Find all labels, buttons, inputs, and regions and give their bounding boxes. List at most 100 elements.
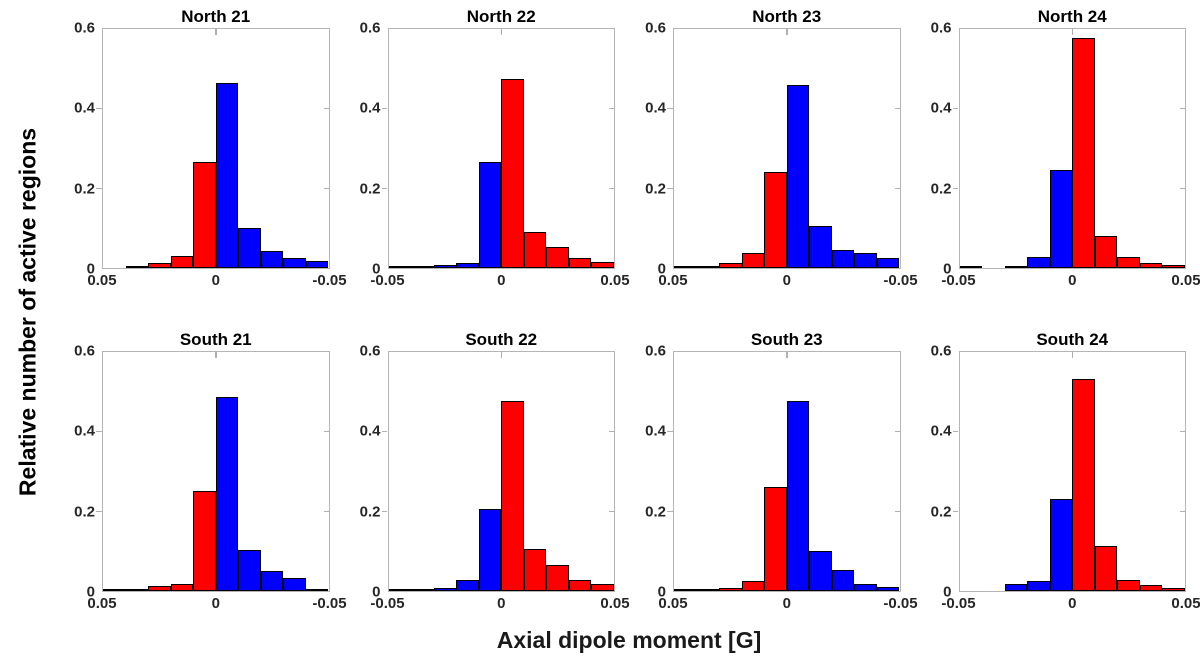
histogram-bar — [125, 589, 149, 591]
axis-tick-mark — [894, 430, 900, 433]
axis-tick-mark — [381, 187, 387, 190]
subplot-title: North 21 — [181, 7, 251, 26]
x-tick-label: 0 — [1068, 595, 1077, 612]
histogram-bar — [1162, 264, 1185, 268]
plot-area — [381, 351, 615, 592]
y-tick-labels: 0 0.2 0.4 0.6 — [629, 20, 673, 278]
histogram-bar — [674, 589, 697, 591]
y-tick-label: 0.4 — [645, 422, 666, 440]
plot-area — [381, 28, 615, 269]
histogram-bar — [283, 577, 306, 591]
subplot-title: North 23 — [752, 7, 822, 26]
subplot-title: South 24 — [1036, 330, 1109, 349]
y-tick-label: 0.2 — [930, 503, 952, 521]
histogram-bar — [260, 571, 284, 591]
histogram-bar — [433, 588, 457, 591]
histogram-bar — [741, 581, 765, 591]
histogram-bar — [411, 266, 434, 268]
y-tick-labels: 0 0.2 0.4 0.6 — [344, 343, 388, 601]
histogram-bar — [1049, 498, 1073, 591]
histogram-bar — [411, 589, 434, 591]
x-tick-labels: -0.05 0 0.05 — [941, 269, 1200, 295]
x-tick-label: -0.05 — [941, 272, 976, 289]
histogram-bar — [388, 589, 412, 591]
x-tick-label: 0 — [497, 595, 506, 612]
x-tick-label: 0 — [782, 595, 791, 612]
subplot-south-22: South 22 0 0.2 0.4 0.6 -0.05 0 0.05 — [344, 329, 630, 618]
axis-tick-mark — [96, 107, 102, 110]
histogram-bar — [260, 251, 284, 268]
histogram-bar — [1117, 579, 1140, 591]
histogram-bar — [1004, 266, 1028, 268]
histogram-bar — [523, 549, 547, 591]
axis-tick-mark — [952, 107, 958, 110]
histogram-bar — [1094, 546, 1118, 591]
histogram-bar — [831, 250, 855, 268]
axis-tick-mark — [381, 107, 387, 110]
y-tick-label: 0.4 — [645, 99, 666, 117]
x-tick-label: 0 — [211, 595, 220, 612]
histogram-bar — [696, 589, 720, 591]
subplot-north-21: North 21 0 0.2 0.4 0.6 0.05 0 -0.05 — [58, 6, 346, 295]
axis-tick-mark — [894, 187, 900, 190]
histogram-bar — [719, 587, 742, 591]
y-tick-labels: 0 0.2 0.4 0.6 — [915, 343, 959, 601]
y-tick-labels: 0 0.2 0.4 0.6 — [915, 20, 959, 278]
y-tick-label: 0 — [372, 583, 381, 601]
y-tick-label: 0.2 — [645, 180, 666, 198]
histogram-bar — [456, 579, 479, 591]
y-tick-labels: 0 0.2 0.4 0.6 — [629, 343, 673, 601]
histogram-bar — [478, 162, 502, 268]
histogram-bar — [1162, 587, 1185, 591]
histogram-bar — [388, 266, 412, 268]
histogram-bar — [170, 256, 194, 268]
histogram-bar — [1094, 236, 1118, 268]
axis-tick-mark — [323, 187, 329, 190]
histogram-bar — [1049, 170, 1073, 268]
y-tick-label: 0 — [372, 260, 381, 278]
axis-tick-mark — [667, 510, 673, 513]
x-tick-label: 0 — [1068, 272, 1077, 289]
axis-tick-mark — [215, 352, 217, 358]
x-tick-label: 0.05 — [600, 272, 630, 289]
histogram-bar — [786, 400, 810, 591]
y-tick-label: 0.2 — [359, 503, 381, 521]
plot-area — [667, 351, 901, 592]
y-tick-label: 0.4 — [359, 99, 381, 117]
histogram-bar — [456, 262, 479, 268]
histogram-bar — [764, 172, 787, 268]
axis-tick-mark — [609, 187, 614, 190]
histogram-bar — [1004, 583, 1028, 591]
histogram-bar — [876, 587, 900, 591]
x-tick-label: 0.05 — [87, 595, 117, 612]
axis-tick-mark — [500, 29, 502, 35]
x-tick-label: -0.05 — [370, 595, 405, 612]
y-tick-label: 0 — [657, 583, 666, 601]
histogram-bar — [719, 263, 742, 268]
subplot-title: South 21 — [179, 330, 252, 349]
plot-area — [952, 28, 1186, 269]
x-tick-labels: 0.05 0 -0.05 — [658, 592, 917, 618]
y-tick-labels: 0 0.2 0.4 0.6 — [58, 343, 102, 601]
histogram-bar — [546, 247, 569, 268]
y-tick-label: 0 — [86, 260, 95, 278]
axis-tick-mark — [609, 510, 614, 513]
axis-tick-mark — [381, 430, 387, 433]
histogram-bar — [1027, 581, 1050, 591]
histogram-bar — [854, 252, 877, 268]
histogram-bar — [696, 266, 720, 268]
axis-tick-mark — [952, 187, 958, 190]
histogram-bar — [854, 583, 877, 591]
histogram-bar — [741, 253, 765, 268]
plot-area — [952, 351, 1186, 592]
histogram-bar — [148, 263, 171, 268]
x-tick-labels: -0.05 0 0.05 — [941, 592, 1200, 618]
x-tick-label: 0.05 — [658, 595, 688, 612]
axis-tick-mark — [952, 510, 958, 513]
x-tick-label: -0.05 — [312, 272, 347, 289]
histogram-bar — [523, 232, 547, 268]
x-tick-labels: 0.05 0 -0.05 — [87, 592, 346, 618]
axis-tick-mark — [500, 352, 502, 358]
plot-area — [96, 28, 330, 269]
x-tick-labels: 0.05 0 -0.05 — [87, 269, 346, 295]
